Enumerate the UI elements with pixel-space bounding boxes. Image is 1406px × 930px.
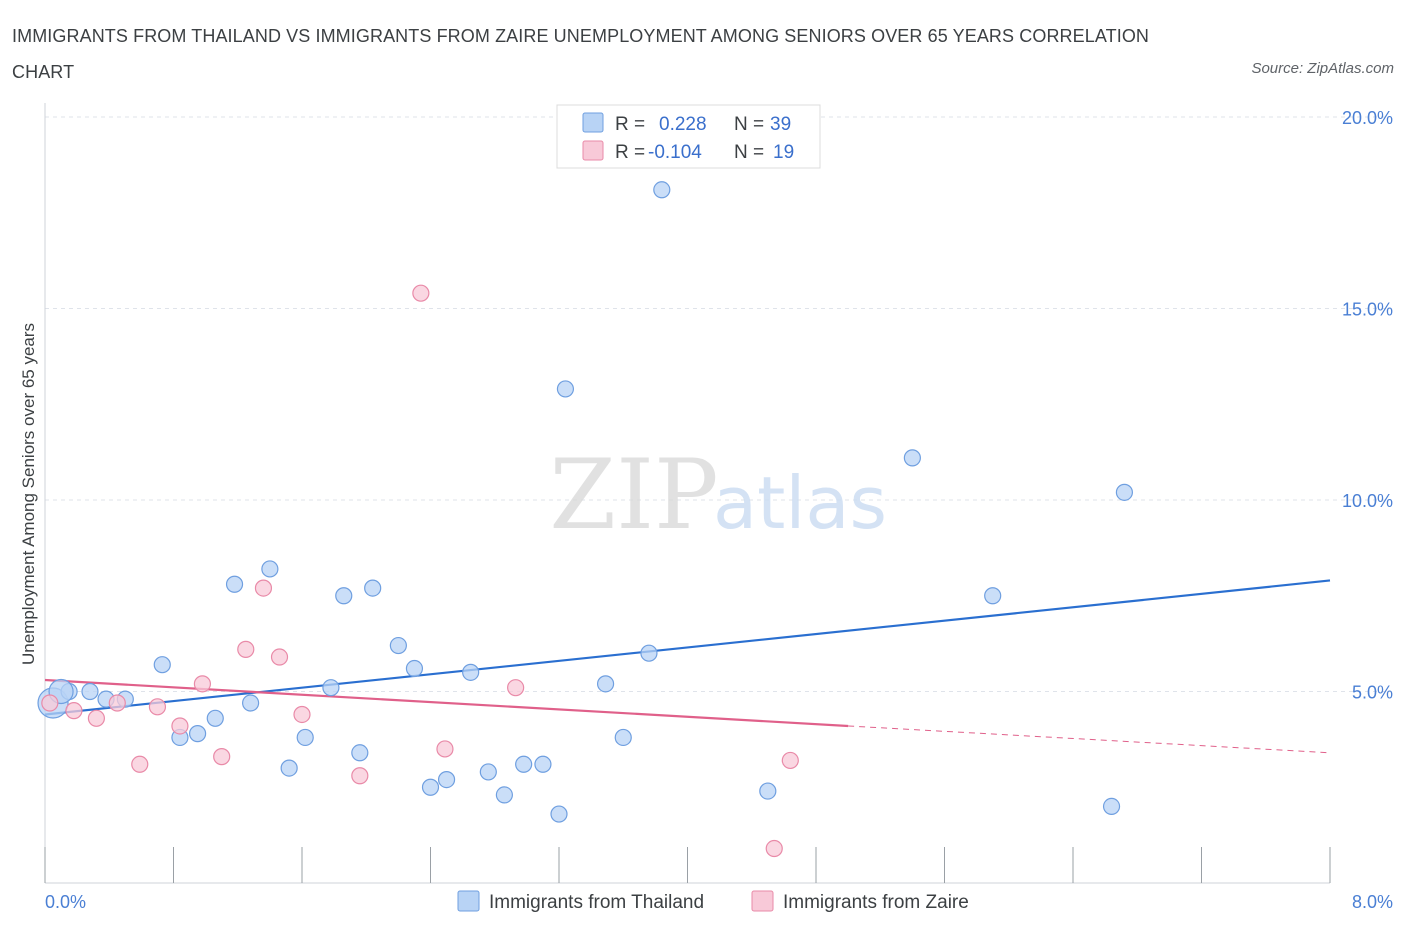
point-zaire <box>237 640 255 658</box>
chart-title: IMMIGRANTS FROM THAILAND VS IMMIGRANTS F… <box>12 26 1150 82</box>
bottom-legend: Immigrants from Thailand Immigrants from… <box>457 890 969 913</box>
point-thailand <box>322 679 340 697</box>
point-zaire <box>254 579 273 597</box>
y-tick-label: 20.0% <box>1342 108 1393 128</box>
point-thailand <box>550 805 568 823</box>
bottom-legend-swatch-thailand <box>457 890 480 912</box>
point-thailand <box>242 694 260 712</box>
point-zaire <box>108 694 126 712</box>
source-credit: Source: ZipAtlas.com <box>1251 60 1394 77</box>
legend-r-value-zaire: -0.104 <box>648 142 702 163</box>
point-thailand <box>984 587 1002 605</box>
x-tick-label: 0.0% <box>45 892 86 912</box>
tick-labels: 5.0% 10.0% 15.0% 20.0% 0.0% 8.0% <box>45 108 1393 912</box>
point-thailand <box>495 786 513 804</box>
x-tick-label: 8.0% <box>1352 892 1393 912</box>
point-thailand <box>364 579 382 597</box>
point-thailand <box>515 755 533 773</box>
point-zaire <box>87 709 106 727</box>
point-thailand <box>759 782 777 800</box>
legend-r-value-thailand: 0.228 <box>659 114 707 135</box>
legend-n-label: N = <box>734 114 764 135</box>
legend-n-label: N = <box>734 142 764 163</box>
point-thailand <box>421 778 440 796</box>
point-zaire <box>351 767 369 785</box>
point-thailand <box>351 744 369 762</box>
point-zaire <box>131 755 149 773</box>
data-points <box>37 181 1134 858</box>
y-tick-label: 5.0% <box>1352 683 1393 703</box>
bottom-legend-label-zaire: Immigrants from Zaire <box>783 892 969 913</box>
point-thailand <box>296 728 314 747</box>
point-zaire <box>171 717 189 735</box>
point-zaire <box>412 284 430 302</box>
legend-r-label: R = <box>615 142 645 163</box>
point-zaire <box>765 839 783 858</box>
point-thailand <box>81 682 99 701</box>
point-zaire <box>436 740 454 758</box>
point-thailand <box>556 380 575 398</box>
point-thailand <box>153 656 171 674</box>
point-thailand <box>335 587 353 605</box>
point-thailand <box>188 725 207 743</box>
point-thailand <box>1102 797 1121 816</box>
trendline-zaire <box>848 725 1331 754</box>
point-thailand <box>534 755 552 773</box>
bottom-legend-swatch-zaire <box>751 890 774 912</box>
grid <box>45 116 1390 692</box>
point-thailand <box>405 659 424 678</box>
point-zaire <box>781 751 799 770</box>
y-tick-label: 10.0% <box>1342 491 1393 511</box>
point-thailand <box>640 644 658 662</box>
axes <box>44 103 1331 884</box>
top-legend: R = 0.228 N = 39 R = -0.104 N = 19 <box>556 104 821 169</box>
legend-n-value-thailand: 39 <box>770 114 791 135</box>
point-thailand <box>596 675 615 693</box>
point-zaire <box>65 702 83 720</box>
point-thailand <box>280 759 298 777</box>
point-thailand <box>903 449 921 467</box>
watermark-atlas: atlas <box>713 461 887 545</box>
trendline-zaire <box>44 678 849 728</box>
point-zaire <box>193 675 212 693</box>
point-thailand <box>653 181 671 199</box>
bottom-legend-label-thailand: Immigrants from Thailand <box>489 892 704 913</box>
point-thailand <box>462 663 480 681</box>
legend-swatch-zaire <box>582 140 604 161</box>
point-thailand <box>437 770 456 789</box>
point-zaire <box>270 648 289 666</box>
y-tick-label: 15.0% <box>1342 300 1393 320</box>
watermark-zip: ZIP <box>549 439 718 551</box>
point-thailand <box>206 709 224 727</box>
point-thailand <box>479 763 497 781</box>
trendlines <box>44 579 1331 754</box>
point-zaire <box>148 698 167 716</box>
point-zaire <box>507 679 525 697</box>
point-thailand <box>261 560 279 578</box>
legend-r-label: R = <box>615 114 645 135</box>
point-thailand <box>1115 483 1134 501</box>
y-axis-title: Unemployment Among Seniors over 65 years <box>19 323 38 665</box>
point-thailand <box>225 575 244 593</box>
legend-n-value-zaire: 19 <box>773 142 794 163</box>
point-thailand <box>389 636 407 655</box>
point-thailand <box>614 728 632 747</box>
legend-swatch-thailand <box>582 112 604 133</box>
point-zaire <box>213 748 231 766</box>
point-zaire <box>41 694 59 712</box>
point-zaire <box>293 705 311 724</box>
